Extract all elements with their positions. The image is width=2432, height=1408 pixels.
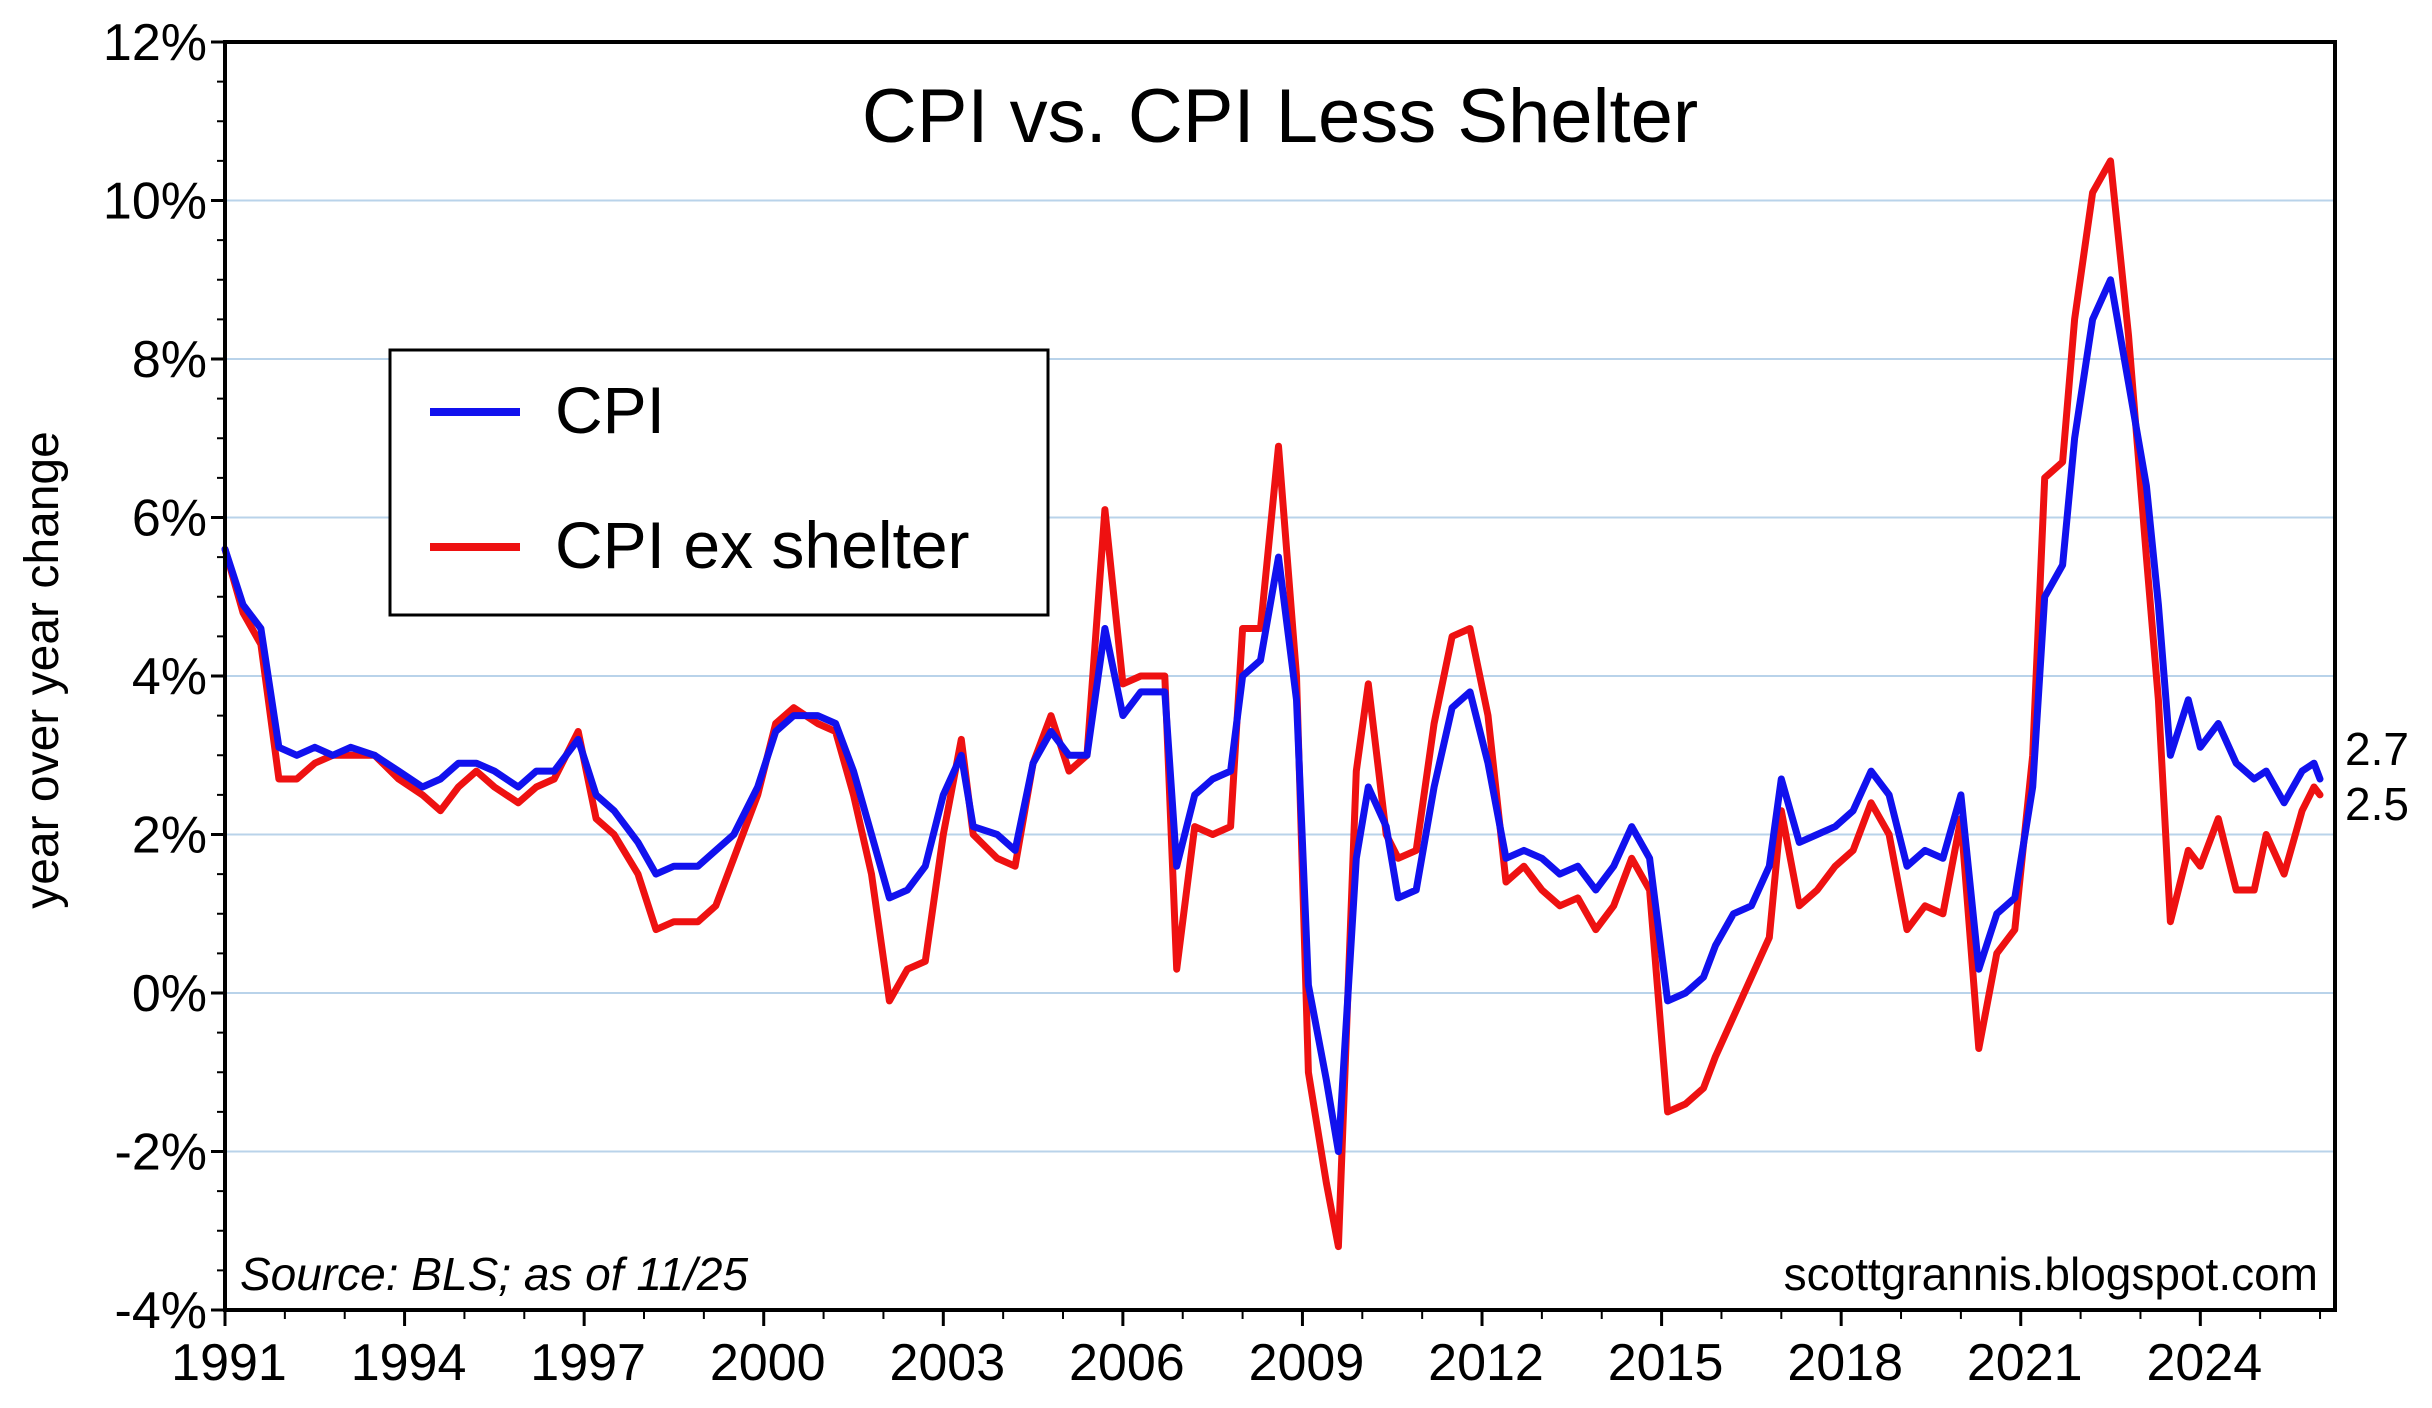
y-tick-label: 6% bbox=[132, 490, 207, 548]
legend-label-cpi: CPI bbox=[555, 373, 665, 447]
x-tick-label: 2021 bbox=[1967, 1334, 2083, 1392]
end-label-cpi: 2.7 bbox=[2345, 723, 2409, 775]
cpi-line bbox=[221, 276, 2324, 1155]
legend-box bbox=[388, 348, 1050, 617]
legend-label-cpi-ex-shelter: CPI ex shelter bbox=[555, 508, 970, 582]
end-label-cpi-ex-shelter: 2.5 bbox=[2345, 778, 2409, 830]
y-tick-label: -4% bbox=[115, 1282, 207, 1340]
cpi-ex-shelter-line bbox=[221, 157, 2324, 1251]
series-lines bbox=[221, 157, 2324, 1251]
watermark: scottgrannis.blogspot.com bbox=[1784, 1248, 2318, 1300]
y-tick-label: -2% bbox=[115, 1124, 207, 1182]
y-tick-label: 12% bbox=[103, 14, 207, 72]
x-tick-label: 1997 bbox=[530, 1334, 646, 1392]
y-tick-label: 2% bbox=[132, 807, 207, 865]
x-tick-label: 1991 bbox=[171, 1334, 287, 1392]
x-tick-label: 2003 bbox=[889, 1334, 1005, 1392]
y-axis-label: year over year change bbox=[16, 431, 69, 909]
x-tick-label: 2018 bbox=[1787, 1334, 1903, 1392]
legend: CPI CPI ex shelter bbox=[388, 348, 1050, 617]
x-axis: 1991 1994 1997 2000 2003 2006 2009 2012 2015 2018… bbox=[171, 1310, 2322, 1392]
source-note: Source: BLS; as of 11/25 bbox=[240, 1248, 748, 1300]
x-tick-label: 2009 bbox=[1249, 1334, 1365, 1392]
x-tick-label: 2000 bbox=[710, 1334, 826, 1392]
y-tick-label: 8% bbox=[132, 331, 207, 389]
y-axis: -4% -2% 0% 2% 4% 6% 8% 10% 12% bbox=[103, 14, 225, 1340]
chart-title: CPI vs. CPI Less Shelter bbox=[862, 74, 1698, 159]
x-tick-label: 2015 bbox=[1608, 1334, 1724, 1392]
y-tick-label: 10% bbox=[103, 173, 207, 231]
x-tick-label: 2006 bbox=[1069, 1334, 1185, 1392]
x-tick-label: 2012 bbox=[1428, 1334, 1544, 1392]
x-tick-label: 1994 bbox=[351, 1334, 467, 1392]
x-tick-label: 2024 bbox=[2146, 1334, 2262, 1392]
y-tick-label: 4% bbox=[132, 648, 207, 706]
y-tick-label: 0% bbox=[132, 965, 207, 1023]
